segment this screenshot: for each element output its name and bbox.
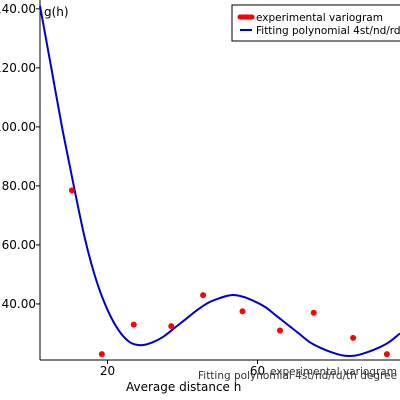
x-tick-label: 20: [100, 364, 115, 378]
variogram-point: [130, 321, 137, 328]
variogram-point: [310, 309, 317, 316]
y-axis-label: g(h): [44, 5, 69, 19]
y-tick-label: 60.00: [2, 238, 36, 252]
variogram-point: [350, 334, 357, 341]
legend-box: [231, 4, 400, 42]
variogram-point: [277, 327, 283, 334]
legend-label: experimental variogram: [256, 12, 383, 24]
y-tick-labels: 40.00 60.00 80.00 100.00 120.00 140.00: [0, 2, 40, 311]
overlapping-label-experimental: experimental variogram: [270, 366, 397, 378]
variogram-point: [239, 308, 246, 315]
variogram-point: [168, 323, 175, 330]
overlapping-label-fitting: Fitting polynomial 4st/nd/rd/th degree: [198, 370, 397, 382]
y-tick-label: 80.00: [2, 179, 36, 193]
variogram-point: [98, 351, 105, 358]
y-tick-label: 120.00: [0, 61, 36, 75]
legend-label: Fitting polynomial 4st/nd/rd/th degree: [256, 25, 400, 37]
series-layer: [39, 5, 400, 358]
y-tick-label: 100.00: [0, 120, 36, 134]
x-axis-label: Average distance h: [126, 380, 241, 394]
y-tick-label: 140.00: [0, 2, 36, 16]
x-tick-labels: 20 60: [100, 360, 265, 378]
y-tick-label: 40.00: [2, 297, 36, 311]
fitted-polynomial-line: [39, 5, 400, 357]
x-tick-label: 60: [250, 364, 265, 378]
variogram-point: [383, 351, 390, 358]
axes: [39, 0, 400, 361]
variogram-point: [68, 187, 75, 194]
variogram-point: [200, 292, 207, 299]
